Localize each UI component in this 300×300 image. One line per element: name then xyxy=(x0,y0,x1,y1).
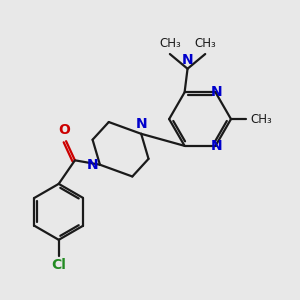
Text: N: N xyxy=(135,117,147,131)
Text: CH₃: CH₃ xyxy=(159,38,181,50)
Text: N: N xyxy=(87,158,98,172)
Text: O: O xyxy=(59,123,70,137)
Text: CH₃: CH₃ xyxy=(194,38,216,50)
Text: N: N xyxy=(211,139,223,153)
Text: Cl: Cl xyxy=(51,258,66,272)
Text: CH₃: CH₃ xyxy=(250,112,272,126)
Text: N: N xyxy=(182,53,194,67)
Text: N: N xyxy=(211,85,223,99)
